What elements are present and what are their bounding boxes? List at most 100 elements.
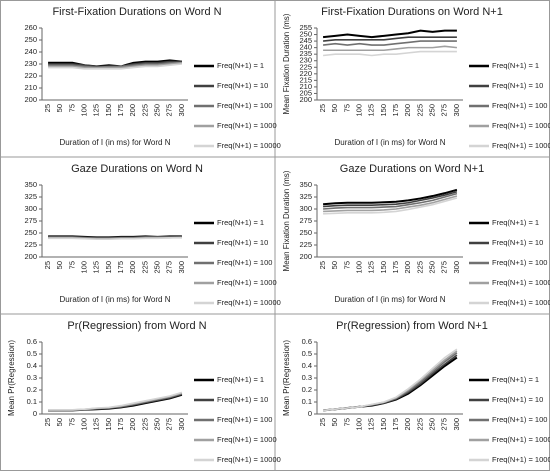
- x-tick-label: 125: [367, 104, 376, 117]
- legend-label: Freq(N+1) = 1: [492, 375, 539, 384]
- x-tick-label: 75: [67, 261, 76, 269]
- x-tick-label: 300: [452, 418, 461, 431]
- x-tick-label: 250: [428, 261, 437, 274]
- x-tick-label: 275: [440, 418, 449, 431]
- chart-title: Pr(Regression) from Word N+1: [336, 320, 488, 332]
- x-tick-label: 225: [415, 104, 424, 117]
- y-tick-label: 220: [24, 71, 37, 80]
- y-tick-label: 0.1: [27, 397, 37, 406]
- x-tick-label: 200: [128, 104, 137, 117]
- x-tick-label: 150: [104, 104, 113, 117]
- chart-title: Gaze Durations on Word N+1: [340, 163, 484, 175]
- y-tick-label: 210: [299, 82, 312, 91]
- y-tick-label: 300: [24, 204, 37, 213]
- panel: First-Fixation Durations on Word N 200 210…: [24, 6, 280, 150]
- y-tick-label: 0.5: [27, 349, 37, 358]
- x-tick-label: 250: [153, 418, 162, 431]
- legend-label: Freq(N+1) = 100: [217, 101, 272, 110]
- x-tick-label: 250: [153, 261, 162, 274]
- legend-label: Freq(N+1) = 1: [492, 218, 539, 227]
- panel: Gaze Durations on Word N2002252502753003…: [24, 163, 280, 307]
- data-line: [323, 190, 458, 208]
- y-tick-label: 0.1: [302, 397, 312, 406]
- x-tick-label: 275: [165, 104, 174, 117]
- legend-label: Freq(N+1) = 1000: [217, 435, 277, 444]
- y-tick-label: 255: [299, 23, 312, 32]
- data-line: [322, 29, 457, 39]
- data-line: [48, 61, 182, 69]
- x-tick-label: 175: [391, 104, 400, 117]
- y-axis-title: Mean Fixation Duration (ms): [282, 13, 291, 114]
- x-tick-label: 25: [318, 418, 327, 426]
- x-tick-label: 75: [342, 104, 351, 112]
- x-tick-label: 175: [116, 261, 125, 274]
- panel: Pr(Regression) from Word N+1 0 0.1 0.2 0.3 0.…: [282, 320, 550, 464]
- x-tick-label: 75: [67, 104, 76, 112]
- y-tick-label: 235: [299, 49, 312, 58]
- y-tick-label: 350: [24, 180, 37, 189]
- legend-label: Freq(N+1) = 100: [492, 258, 547, 267]
- legend-label: Freq(N+1) = 1000: [217, 278, 277, 287]
- y-tick-label: 0.2: [302, 385, 312, 394]
- panel: Gaze Durations on Word N+1 200 225 25027530…: [282, 163, 550, 307]
- legend-label: Freq(N+1) = 100: [492, 415, 547, 424]
- x-tick-label: 275: [440, 104, 449, 117]
- y-tick-label: 325: [24, 192, 37, 201]
- x-tick-label: 150: [104, 261, 113, 274]
- legend-label: Freq(N+1) = 100: [492, 101, 547, 110]
- y-tick-label: 0.3: [27, 373, 37, 382]
- y-tick-label: 200: [24, 252, 37, 261]
- x-tick-label: 275: [440, 261, 449, 274]
- panel: First-Fixation Durations on Word N+12002…: [282, 6, 550, 150]
- x-tick-label: 250: [153, 104, 162, 117]
- y-tick-label: 260: [24, 23, 37, 32]
- data-line: [48, 392, 183, 411]
- x-tick-label: 300: [177, 261, 186, 274]
- x-tick-label: 125: [92, 261, 101, 274]
- x-tick-label: 50: [55, 261, 64, 269]
- chart-title: First-Fixation Durations on Word N+1: [321, 6, 503, 18]
- legend-label: Freq(N+1) = 10000: [492, 298, 550, 307]
- x-tick-label: 175: [116, 104, 125, 117]
- data-line: [48, 391, 183, 411]
- y-tick-label: 250: [24, 35, 37, 44]
- x-tick-label: 125: [92, 104, 101, 117]
- x-tick-label: 50: [330, 418, 339, 426]
- y-tick-label: 230: [299, 56, 312, 65]
- y-tick-label: 205: [299, 88, 312, 97]
- x-tick-label: 225: [140, 261, 149, 274]
- x-tick-label: 75: [342, 261, 351, 269]
- x-tick-label: 300: [452, 261, 461, 274]
- y-tick-label: 0: [308, 409, 312, 418]
- x-axis-title: Duration of I (in ms) for Word N: [335, 295, 446, 304]
- chart-title: First-Fixation Durations on Word N: [52, 6, 221, 18]
- legend-label: Freq(N+1) = 100: [217, 415, 272, 424]
- x-tick-label: 225: [415, 261, 424, 274]
- y-tick-label: 325: [299, 192, 312, 201]
- data-line: [48, 62, 182, 69]
- y-tick-label: 0.3: [302, 373, 312, 382]
- legend-label: Freq(N+1) = 10000: [492, 455, 550, 464]
- legend-label: Freq(N+1) = 10: [217, 238, 268, 247]
- x-axis-title: Duration of I (in ms) for Word N: [60, 138, 171, 147]
- x-tick-label: 200: [128, 261, 137, 274]
- y-tick-label: 200: [299, 252, 312, 261]
- x-tick-label: 225: [140, 418, 149, 431]
- x-tick-label: 100: [80, 104, 89, 117]
- y-tick-label: 0: [33, 409, 37, 418]
- data-line: [323, 195, 458, 213]
- x-tick-label: 275: [165, 418, 174, 431]
- legend-label: Freq(N+1) = 1000: [492, 278, 550, 287]
- x-tick-label: 50: [330, 104, 339, 112]
- x-tick-label: 150: [379, 104, 388, 117]
- y-tick-label: 225: [24, 240, 37, 249]
- y-tick-label: 250: [24, 228, 37, 237]
- x-tick-label: 100: [80, 418, 89, 431]
- y-tick-label: 230: [24, 59, 37, 68]
- y-tick-label: 275: [24, 216, 37, 225]
- x-tick-label: 150: [104, 418, 113, 431]
- x-tick-label: 200: [128, 418, 137, 431]
- y-tick-label: 0.2: [27, 385, 37, 394]
- y-tick-label: 200: [299, 95, 312, 104]
- y-tick-label: 200: [24, 95, 37, 104]
